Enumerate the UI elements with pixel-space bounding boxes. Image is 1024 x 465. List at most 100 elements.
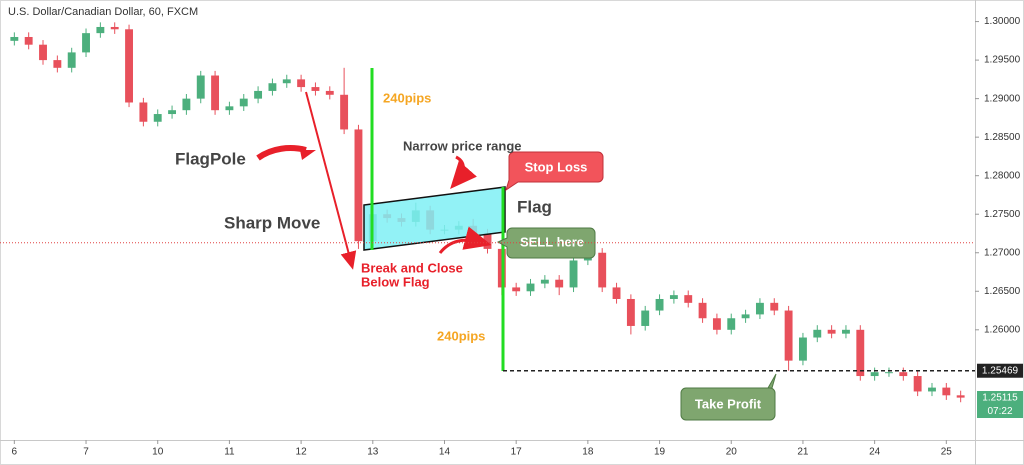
x-tick-label: 20: [726, 447, 738, 458]
candle-body: [168, 110, 177, 115]
candle-body: [10, 36, 19, 41]
candle-body: [641, 310, 650, 326]
candle-body: [483, 233, 492, 249]
candle-body: [928, 387, 936, 392]
candle-body: [53, 60, 62, 68]
candle-body: [770, 302, 779, 311]
break-label: Below Flag: [361, 274, 430, 289]
candle-body: [684, 295, 693, 303]
candle-body: [225, 106, 234, 111]
candle-body: [239, 98, 248, 107]
candle-body: [755, 302, 764, 315]
candle-body: [354, 129, 363, 242]
x-tick-label: 19: [654, 447, 666, 458]
y-tick-label: 1.27000: [984, 247, 1021, 258]
candle-body: [153, 114, 162, 122]
sell-label: SELL here: [520, 234, 584, 249]
candle-body: [297, 79, 306, 88]
flagpole-label: FlagPole: [175, 149, 246, 168]
candle-body: [813, 329, 822, 338]
candle-body: [340, 94, 349, 130]
candle-body: [569, 260, 578, 288]
x-tick-label: 7: [83, 447, 89, 458]
candle-body: [139, 102, 148, 122]
x-tick-label: 17: [511, 447, 523, 458]
y-tick-label: 1.28000: [984, 170, 1021, 181]
candle-body: [555, 279, 564, 288]
y-tick-label: 1.29000: [984, 93, 1021, 104]
candle-body: [182, 98, 191, 111]
candle-body: [741, 314, 750, 319]
candle-body: [268, 83, 277, 91]
candle-body: [211, 75, 220, 111]
take-profit-label: Take Profit: [695, 396, 762, 411]
candle-body: [727, 318, 736, 330]
x-tick-label: 11: [224, 447, 235, 458]
candle-body: [540, 279, 549, 284]
y-tick-label: 1.29500: [984, 55, 1021, 66]
candle-body: [885, 372, 893, 374]
candle-body: [96, 26, 105, 34]
y-tick-label: 1.28500: [984, 132, 1021, 143]
candle-body: [82, 33, 90, 53]
candle-body: [282, 79, 291, 84]
candle-body: [784, 310, 793, 361]
y-tick-label: 1.30000: [984, 16, 1021, 27]
candle-body: [669, 295, 678, 299]
candle-body: [512, 287, 521, 292]
chart-title: U.S. Dollar/Canadian Dollar, 60, FXCM: [8, 6, 198, 18]
candle-body: [612, 287, 621, 299]
candle-body: [842, 329, 850, 334]
break-arrow: [438, 226, 492, 254]
flag-label: Flag: [517, 197, 552, 216]
candle-body: [67, 52, 76, 68]
pips-label: 240pips: [383, 90, 431, 105]
candle-body: [254, 90, 263, 99]
y-tick-label: 1.27500: [984, 209, 1021, 220]
candle-body: [325, 90, 334, 95]
price-tag-label: 1.25469: [982, 365, 1019, 376]
x-tick-label: 25: [941, 447, 953, 458]
candle-body: [24, 36, 33, 45]
stop-loss-label: Stop Loss: [525, 159, 588, 174]
y-tick-label: 1.26500: [984, 286, 1021, 297]
candle-body: [39, 44, 47, 61]
x-tick-label: 24: [869, 447, 881, 458]
candle-body: [698, 302, 707, 319]
candle-body: [626, 298, 635, 326]
candle-body: [712, 318, 721, 330]
narrow-range-label: Narrow price range: [403, 138, 522, 153]
candle-body: [311, 87, 320, 91]
candle-body: [913, 376, 922, 392]
flagpole-arrow: [256, 145, 307, 161]
price-tag-label: 1.25115: [982, 393, 1018, 404]
candle-body: [827, 329, 836, 334]
candle-body: [942, 387, 951, 396]
x-tick-label: 13: [367, 447, 379, 458]
candle-body: [196, 75, 205, 99]
sharp-move-label: Sharp Move: [224, 213, 320, 232]
narrow-arrow: [450, 155, 477, 190]
pips-label: 240pips: [437, 328, 485, 343]
x-tick-label: 12: [296, 447, 308, 458]
countdown-label: 07:22: [987, 406, 1012, 417]
x-tick-label: 10: [152, 447, 164, 458]
candle-body: [870, 372, 879, 377]
x-tick-label: 6: [12, 447, 18, 458]
y-tick-label: 1.26000: [984, 324, 1021, 335]
candle-body: [798, 337, 807, 361]
candle-body: [125, 29, 133, 103]
candle-body: [856, 329, 865, 377]
stop-loss-callout: [505, 151, 604, 192]
candle-body: [526, 283, 535, 292]
pole-arrow: [305, 91, 357, 270]
candle-body: [598, 252, 607, 288]
x-tick-label: 21: [797, 447, 809, 458]
price-tag: [977, 363, 1023, 378]
candle-body: [655, 298, 664, 311]
flagpole-arrow-head: [300, 150, 316, 160]
candle-body: [899, 372, 908, 377]
candle-body: [110, 26, 119, 30]
countdown-tag: [977, 405, 1023, 419]
